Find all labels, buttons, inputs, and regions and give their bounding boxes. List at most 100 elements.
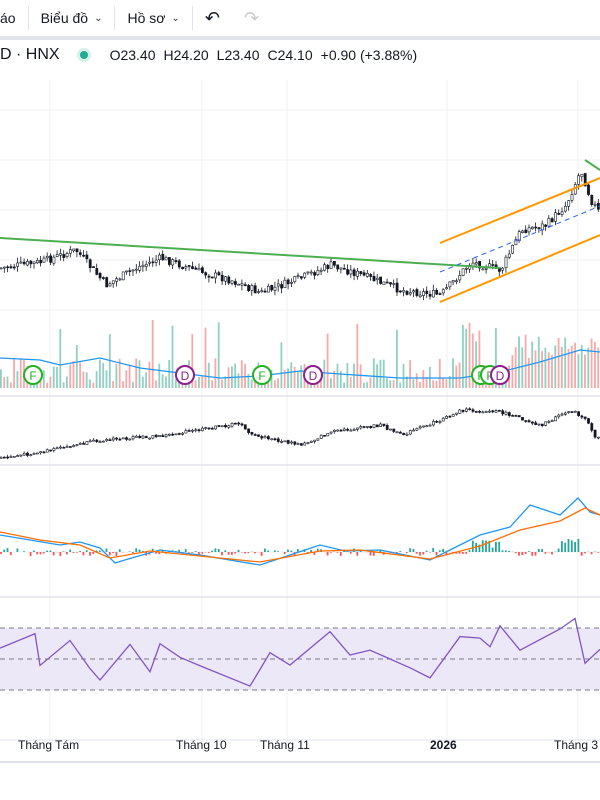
- price-candle: [59, 253, 62, 256]
- price-candle: [181, 266, 185, 269]
- volume-bar: [204, 327, 207, 388]
- volume-bar: [244, 363, 246, 388]
- volume-bar: [363, 382, 365, 388]
- signal-line: [0, 507, 600, 563]
- secondary-candle: [504, 411, 508, 415]
- volume-bar: [386, 378, 388, 388]
- macd-histogram-bar: [597, 552, 600, 553]
- event-marker-dividend: [303, 365, 323, 385]
- price-candle: [187, 265, 191, 267]
- macd-histogram-bar: [412, 548, 415, 552]
- secondary-candle: [540, 423, 544, 426]
- secondary-candle: [131, 436, 135, 440]
- secondary-candle: [590, 423, 594, 431]
- secondary-candle: [356, 427, 359, 430]
- price-candle: [514, 239, 518, 246]
- price-candle: [323, 264, 326, 271]
- price-candle: [151, 261, 155, 264]
- macd-line: [0, 497, 600, 566]
- secondary-candle: [2, 456, 6, 459]
- secondary-candle: [9, 456, 13, 458]
- trendline: [0, 237, 501, 269]
- macd-histogram-bar: [508, 550, 510, 552]
- secondary-candle: [346, 428, 350, 431]
- symbol-name[interactable]: D · HNX: [0, 46, 60, 63]
- secondary-candle: [16, 455, 20, 457]
- volume-bar: [155, 380, 157, 388]
- price-candle: [177, 260, 181, 268]
- volume-bar: [369, 377, 372, 388]
- secondary-candle: [412, 429, 416, 432]
- chevron-down-icon: ⌄: [94, 12, 103, 24]
- undo-button[interactable]: ↶: [193, 0, 232, 36]
- price-candle: [481, 268, 485, 271]
- volume-bar: [310, 381, 312, 388]
- secondary-candle: [168, 433, 171, 436]
- macd-histogram-bar: [465, 552, 468, 554]
- volume-bar: [161, 374, 164, 388]
- volume-bar: [122, 381, 124, 388]
- price-candle: [346, 269, 350, 275]
- macd-histogram-bar: [224, 550, 227, 552]
- macd-histogram-bar: [141, 550, 144, 552]
- volume-bar: [13, 358, 15, 388]
- price-candle: [412, 290, 416, 293]
- price-candle: [131, 269, 135, 272]
- price-candle: [577, 175, 581, 185]
- secondary-candle: [521, 417, 524, 421]
- secondary-candle: [197, 429, 201, 432]
- redo-button[interactable]: ↷: [232, 0, 271, 36]
- price-candle: [379, 276, 383, 284]
- volume-bar: [389, 380, 392, 388]
- rsi-line: [0, 617, 600, 687]
- macd-histogram-bar: [75, 552, 78, 553]
- secondary-candle: [547, 421, 551, 423]
- secondary-candle: [326, 433, 330, 437]
- volume-bar: [590, 338, 593, 388]
- secondary-candle: [39, 451, 43, 454]
- macd-histogram-bar: [6, 548, 9, 552]
- macd-histogram-bar: [66, 552, 68, 555]
- secondary-candle: [342, 428, 346, 431]
- macd-histogram-bar: [89, 552, 91, 556]
- volume-bar: [283, 370, 286, 388]
- price-candle: [329, 261, 333, 269]
- volume-bar: [524, 334, 527, 388]
- volume-bar: [554, 345, 557, 388]
- volume-bar: [171, 325, 174, 388]
- secondary-candle: [161, 435, 165, 438]
- price-candle: [385, 281, 389, 284]
- price-candle: [491, 264, 495, 266]
- secondary-candle: [85, 441, 89, 445]
- profile-menu-button[interactable]: Hồ sơ ⌄: [115, 0, 191, 36]
- volume-bar: [300, 365, 303, 388]
- price-candle: [557, 212, 561, 215]
- volume-bar: [382, 359, 385, 388]
- price-candle: [544, 224, 548, 227]
- ohlc-open: O23.40: [109, 47, 156, 63]
- secondary-candle: [530, 421, 534, 424]
- price-candle: [425, 290, 429, 295]
- price-candle: [207, 275, 211, 278]
- chart-menu-button[interactable]: Biểu đồ ⌄: [29, 0, 115, 36]
- secondary-candle: [392, 428, 396, 432]
- volume-bar: [392, 380, 395, 388]
- price-candle: [461, 268, 465, 276]
- event-marker-dividend: [490, 365, 510, 385]
- macd-histogram-bar: [36, 552, 39, 555]
- macd-histogram-bar: [399, 551, 402, 552]
- price-candle: [537, 227, 541, 230]
- secondary-candle: [557, 414, 561, 418]
- toolbar-truncated-item[interactable]: áo: [0, 0, 28, 36]
- price-candle: [197, 268, 201, 271]
- secondary-candle: [283, 440, 287, 443]
- price-candle: [201, 267, 204, 273]
- secondary-candle: [234, 422, 237, 425]
- macd-histogram-bar: [214, 548, 217, 552]
- macd-histogram-bar: [287, 549, 289, 552]
- price-candle: [257, 291, 260, 293]
- price-candle: [161, 253, 165, 261]
- time-axis-label: 2026: [430, 738, 457, 752]
- volume-bar: [79, 362, 81, 388]
